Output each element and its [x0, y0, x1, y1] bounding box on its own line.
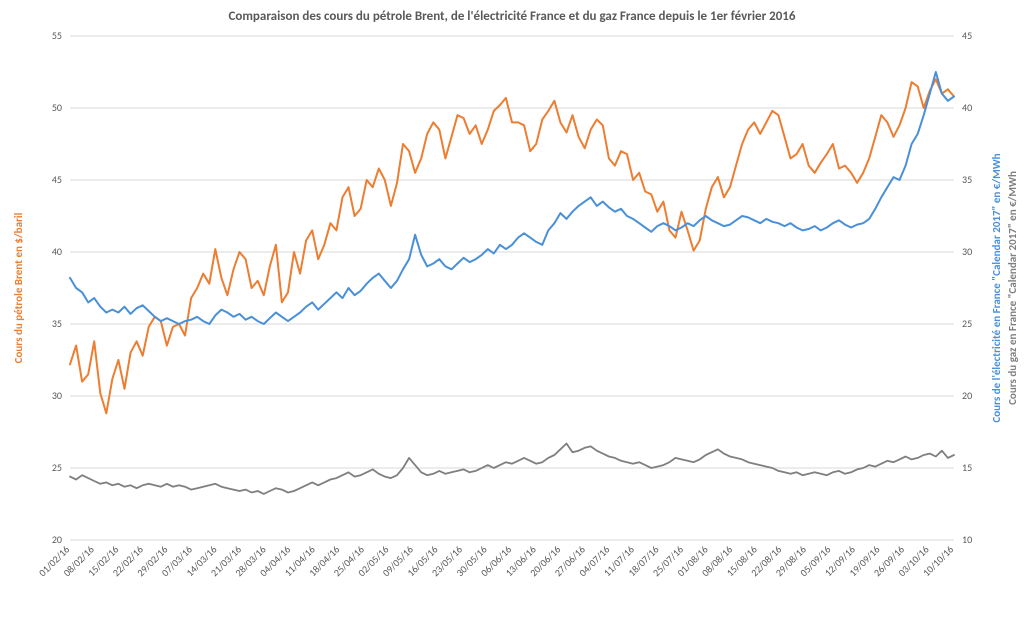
y-right-tick: 10	[962, 533, 972, 546]
y-left-tick: 40	[52, 245, 62, 258]
y-left-tick: 45	[52, 173, 62, 186]
chart-title: Comparaison des cours du pétrole Brent, …	[228, 9, 795, 24]
y-right-title-gas: Cours du gaz en France "Calendar 2017" e…	[1006, 171, 1019, 405]
y-right-tick: 20	[962, 389, 972, 402]
y-right-title-elec: Cours de l'électricité en France "Calend…	[990, 153, 1003, 422]
y-left-tick: 50	[52, 101, 62, 114]
y-right-tick: 30	[962, 245, 972, 258]
y-right-tick: 35	[962, 173, 972, 186]
energy-price-chart: Comparaison des cours du pétrole Brent, …	[0, 0, 1024, 623]
y-left-tick: 30	[52, 389, 62, 402]
y-left-tick: 25	[52, 461, 62, 474]
y-left-tick: 55	[52, 29, 62, 42]
y-left-tick: 35	[52, 317, 62, 330]
y-right-tick: 15	[962, 461, 972, 474]
y-right-tick: 45	[962, 29, 972, 42]
y-left-title: Cours du pétrole Brent en $/baril	[12, 212, 25, 363]
y-right-tick: 40	[962, 101, 972, 114]
y-right-tick: 25	[962, 317, 972, 330]
